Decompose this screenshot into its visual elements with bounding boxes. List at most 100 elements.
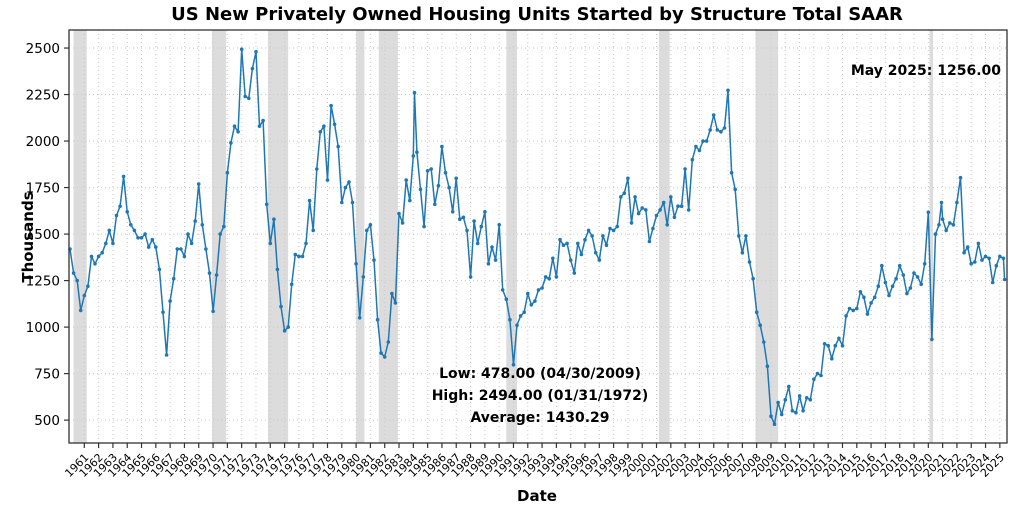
data-point-marker (758, 323, 762, 328)
plot-frame (68, 29, 1008, 444)
data-point-marker (196, 182, 201, 186)
data-point-marker (672, 215, 677, 220)
data-point-marker (465, 228, 469, 233)
data-point-marker (894, 276, 898, 281)
data-point-marker (744, 234, 748, 238)
data-point-marker (701, 139, 705, 143)
data-point-marker (139, 236, 144, 240)
data-point-marker (340, 200, 344, 205)
data-point-marker (626, 176, 630, 181)
data-point-marker (154, 245, 158, 249)
data-point-marker (472, 219, 476, 223)
data-point-marker (572, 271, 577, 275)
data-point-marker (558, 237, 562, 242)
data-point-marker (78, 308, 83, 313)
data-point-marker (508, 317, 512, 322)
data-point-marker (540, 286, 544, 290)
data-point-marker (522, 310, 526, 315)
data-point-marker (983, 254, 988, 259)
data-point-marker (958, 175, 963, 180)
data-point-marker (661, 200, 666, 205)
y-tick-label: 500 (34, 413, 60, 429)
data-point-marker (408, 198, 412, 203)
data-point-marker (93, 262, 97, 266)
data-point-marker (840, 343, 845, 348)
data-point-marker (579, 252, 584, 257)
data-point-marker (422, 224, 426, 229)
data-point-marker (633, 195, 637, 199)
data-point-marker (382, 355, 387, 359)
data-point-marker (275, 267, 280, 272)
recession-band (929, 30, 934, 443)
data-point-marker (551, 256, 555, 261)
data-point-marker (640, 206, 644, 210)
data-point-marker (787, 384, 791, 389)
data-point-marker (801, 409, 805, 413)
data-point-marker (82, 293, 87, 298)
recession-band (267, 30, 289, 443)
data-point-marker (412, 90, 417, 95)
data-point-marker (71, 271, 76, 275)
data-point-marker (969, 262, 973, 266)
data-point-marker (847, 306, 852, 311)
y-tick-label: 1000 (26, 320, 60, 336)
data-point-marker (597, 258, 602, 262)
data-point-marker (104, 241, 108, 246)
data-point-marker (651, 226, 655, 231)
data-point-marker (157, 267, 162, 272)
data-point-marker (1002, 277, 1007, 282)
data-point-marker (797, 394, 802, 398)
data-point-marker (282, 329, 287, 333)
data-point-marker (168, 299, 172, 303)
data-point-marker (357, 316, 362, 320)
data-point-marker (129, 223, 133, 227)
data-point-marker (315, 167, 319, 171)
data-point-marker (182, 254, 187, 259)
data-point-marker (236, 130, 240, 134)
data-point-marker (987, 256, 991, 261)
data-point-marker (622, 191, 627, 195)
data-point-marker (254, 50, 258, 54)
data-point-marker (636, 211, 641, 216)
data-point-marker (479, 224, 484, 229)
data-point-marker (794, 410, 798, 415)
y-tick-label: 2000 (26, 134, 60, 150)
data-point-marker (336, 144, 341, 149)
data-point-marker (268, 241, 273, 246)
y-tick-label: 2250 (26, 88, 60, 104)
data-point-marker (365, 228, 369, 233)
data-point-marker (629, 221, 634, 225)
data-point-marker (372, 258, 376, 262)
recession-band (506, 30, 518, 443)
data-point-marker (611, 228, 616, 233)
data-point-marker (779, 412, 784, 417)
data-point-marker (783, 397, 788, 402)
data-point-marker (100, 250, 104, 255)
data-point-marker (654, 213, 659, 218)
data-point-marker (533, 299, 537, 303)
data-point-marker (919, 282, 923, 287)
data-point-marker (250, 66, 255, 71)
data-point-marker (229, 141, 233, 145)
data-point-marker (179, 247, 183, 251)
data-point-marker (826, 343, 830, 348)
average-annotation: Average: 1430.29 (470, 410, 610, 426)
data-point-marker (121, 174, 126, 179)
data-point-marker (608, 226, 612, 231)
y-tick-label: 1500 (26, 227, 60, 243)
data-point-marker (433, 202, 437, 207)
recession-band (658, 30, 670, 443)
data-point-marker (411, 154, 416, 158)
data-point-marker (976, 241, 981, 246)
data-point-marker (676, 204, 680, 208)
data-point-marker (89, 254, 94, 259)
data-point-marker (815, 371, 820, 376)
data-point-marker (586, 228, 591, 233)
data-point-marker (593, 250, 598, 255)
data-point-marker (490, 245, 494, 249)
data-point-marker (737, 234, 741, 238)
data-point-marker (754, 310, 759, 315)
data-point-marker (311, 228, 316, 233)
